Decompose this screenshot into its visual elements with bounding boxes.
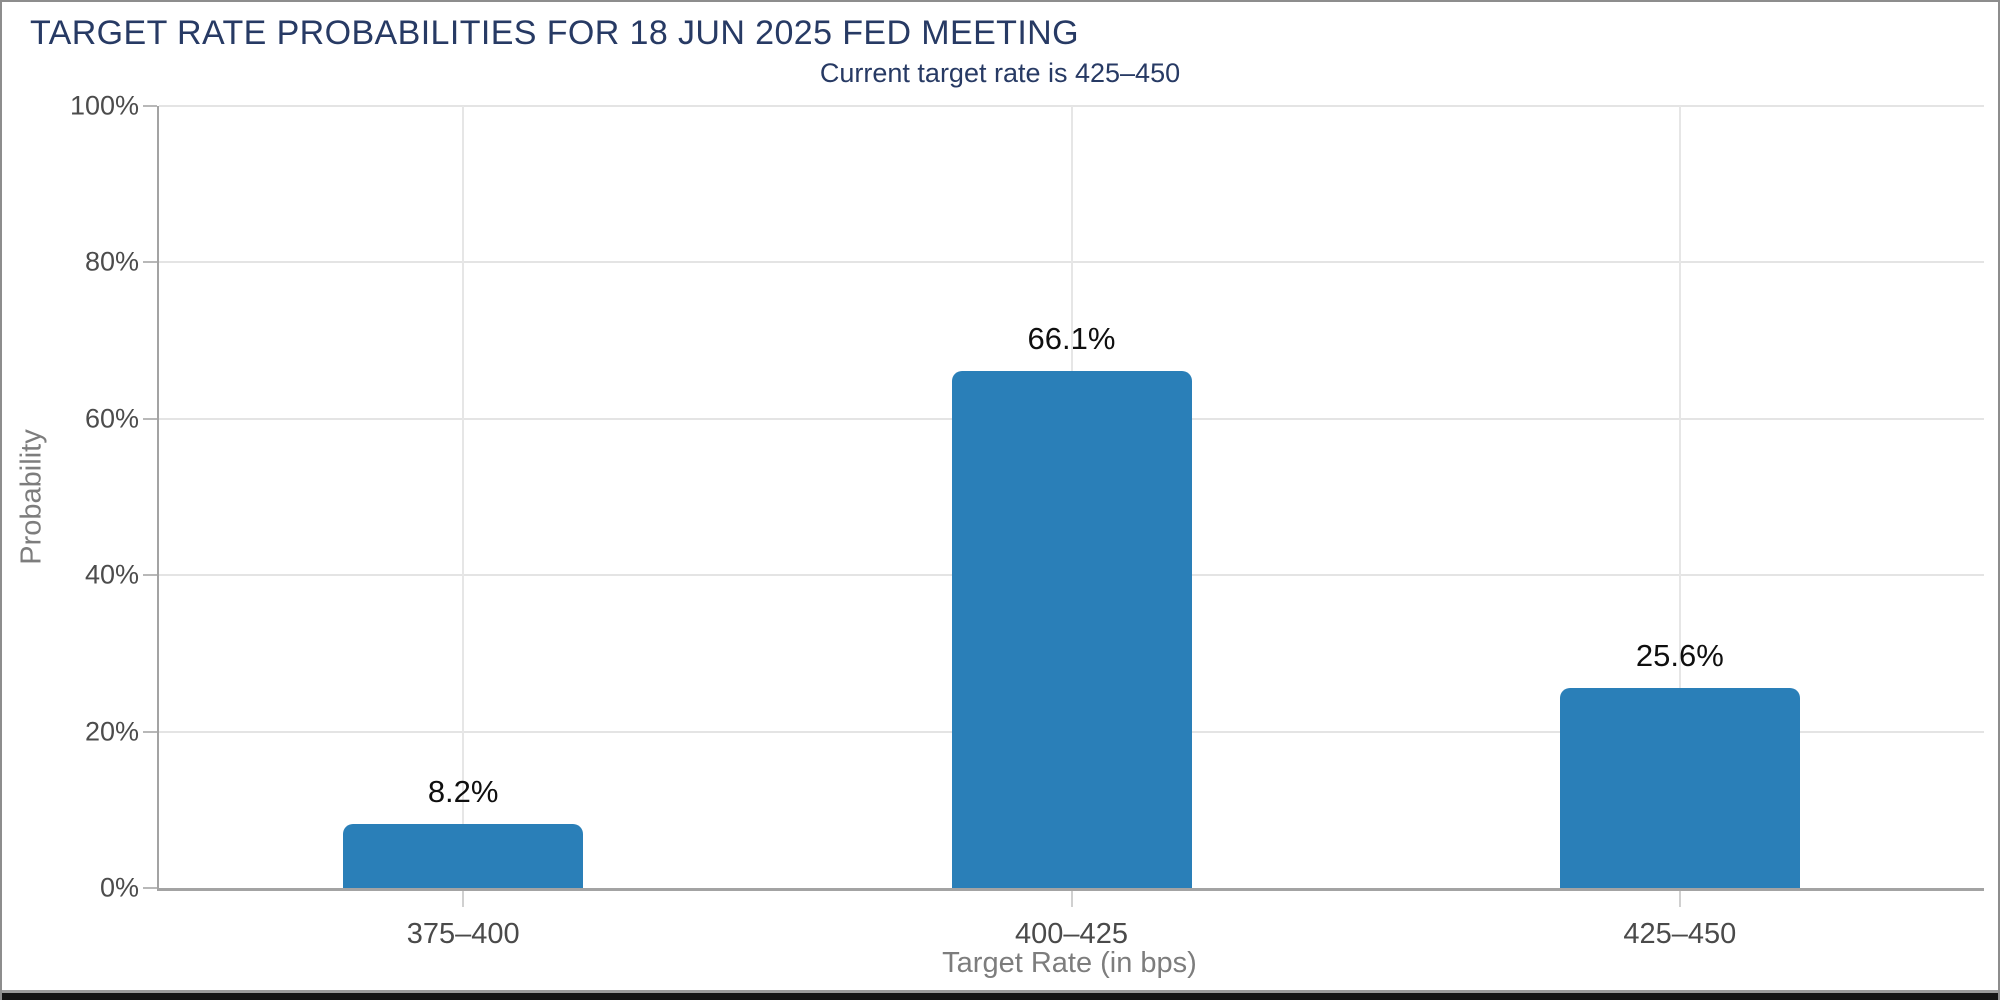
bottom-border	[2, 990, 1998, 1000]
bar[interactable]	[343, 824, 584, 888]
bar-value-label: 8.2%	[427, 774, 499, 809]
x-axis-tick	[462, 891, 465, 907]
plot-area: 0% 20% 40% 60% 80% 100% 8.2% 375–400 66.1% 400–42…	[70, 91, 1984, 950]
y-axis-tick	[143, 105, 157, 107]
y-tick-label: 60%	[84, 403, 139, 434]
x-tick-label: 375–400	[406, 918, 520, 950]
x-axis-title: Target Rate (in bps)	[942, 947, 1197, 979]
bar-value-label: 66.1%	[1027, 321, 1116, 356]
x-tick-label: 400–425	[1015, 918, 1128, 950]
y-tick-label: 40%	[84, 559, 139, 590]
x-tick-label: 425–450	[1623, 918, 1737, 950]
chart-title: TARGET RATE PROBABILITIES FOR 18 JUN 202…	[30, 14, 1079, 52]
y-axis-tick	[143, 261, 157, 264]
x-axis-tick	[1070, 891, 1073, 907]
y-axis-tick	[143, 417, 157, 420]
x-gridline	[462, 106, 465, 888]
y-tick-label: 0%	[99, 872, 139, 903]
bottom-border-gray	[2, 990, 1998, 993]
y-axis-tick	[143, 574, 157, 577]
y-tick-label: 100%	[69, 90, 139, 121]
bottom-border-black	[2, 993, 1998, 1000]
bar[interactable]	[1559, 688, 1800, 888]
x-axis-tick	[1678, 891, 1681, 907]
x-gridline	[1678, 106, 1681, 888]
bar-value-label: 25.6%	[1635, 638, 1724, 673]
y-axis-tick	[143, 730, 157, 733]
y-tick-label: 80%	[84, 246, 139, 277]
y-axis-title: Probability	[15, 429, 48, 565]
chart-subtitle: Current target rate is 425–450	[819, 58, 1181, 88]
bar[interactable]	[951, 371, 1192, 888]
y-axis-tick	[143, 887, 157, 889]
y-tick-label: 20%	[84, 716, 139, 747]
